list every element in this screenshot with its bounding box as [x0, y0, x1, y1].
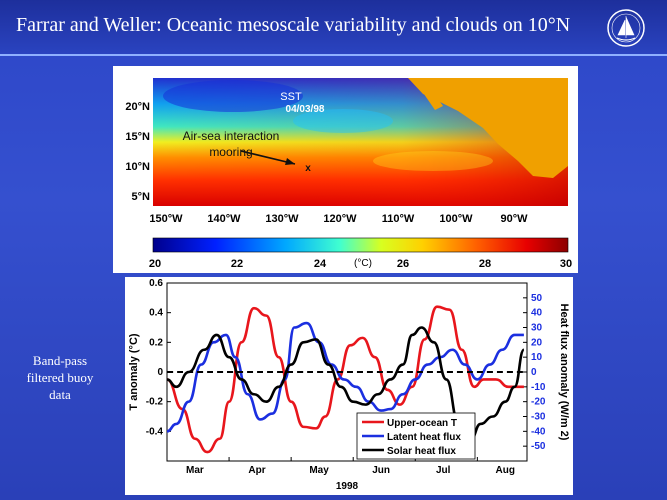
y-right-tick-label: 10 [531, 352, 543, 363]
x-tick-label: Aug [496, 465, 515, 476]
colorbar-tick: 26 [397, 258, 409, 270]
cool-water-blob [293, 109, 393, 133]
lat-label: 5°N [132, 191, 151, 203]
y-right-tick-label: -40 [531, 426, 546, 437]
lat-label: 20°N [125, 101, 150, 113]
colorbar-unit: (°C) [354, 258, 372, 269]
series-line [166, 305, 524, 454]
caption-line: Band-pass [32, 353, 88, 368]
y-left-tick-label: -0.2 [146, 397, 164, 408]
y-right-tick-label: -10 [531, 382, 546, 393]
y-right-tick-label: 50 [531, 293, 543, 304]
sst-colorbar [152, 237, 569, 253]
x-tick-label: Jun [372, 465, 390, 476]
x-tick-label: May [309, 465, 329, 476]
slide-title: Farrar and Weller: Oceanic mesoscale var… [16, 14, 571, 36]
cool-water-blob [163, 80, 303, 112]
legend-label: Latent heat flux [387, 432, 461, 443]
colorbar-tick: 28 [479, 258, 491, 270]
colorbar-tick: 24 [314, 258, 327, 270]
y-left-tick-label: 0.4 [149, 308, 163, 319]
caption-line: filtered buoy [26, 370, 94, 385]
mooring-annotation: mooring [209, 145, 252, 159]
lon-label: 140°W [207, 213, 241, 225]
y-right-tick-label: 30 [531, 323, 543, 334]
sst-map-title: SST [280, 91, 302, 103]
x-tick-label: Apr [248, 465, 265, 476]
series-line [166, 321, 524, 433]
lat-label: 10°N [125, 161, 150, 173]
y-left-tick-label: -0.4 [146, 426, 164, 437]
y-right-tick-label: 40 [531, 308, 543, 319]
legend-label: Upper-ocean T [387, 418, 457, 429]
y-right-axis-label: Heat flux anomaly (W/m 2) [558, 304, 570, 441]
warm-water-blob [373, 151, 493, 171]
sst-map-date: 04/03/98 [286, 104, 325, 115]
mooring-annotation: Air-sea interaction [183, 129, 280, 143]
land-mexico [408, 78, 568, 178]
y-left-tick-label: 0.2 [149, 337, 163, 348]
y-right-tick-label: -20 [531, 397, 546, 408]
header-divider [0, 54, 667, 56]
sst-map-panel: SST 04/03/98 Air-sea interaction mooring… [113, 66, 578, 273]
lon-label: 110°W [382, 213, 415, 225]
mooring-marker: x [305, 163, 311, 174]
y-left-tick-label: 0 [157, 367, 163, 378]
y-right-tick-label: 20 [531, 337, 543, 348]
colorbar-tick: 22 [231, 258, 243, 270]
lon-label: 130°W [265, 213, 299, 225]
y-left-tick-label: 0.6 [149, 278, 163, 289]
x-axis-label: 1998 [336, 481, 359, 492]
lon-label: 120°W [323, 213, 357, 225]
caption-line: data [49, 387, 71, 402]
x-tick-label: Jul [436, 465, 451, 476]
lon-label: 90°W [500, 213, 528, 225]
lon-label: 100°W [439, 213, 473, 225]
institution-seal-icon [607, 9, 645, 47]
buoy-chart-panel: 0.6 0.4 0.2 0 -0.2 -0.4 50 40 30 20 10 0… [125, 277, 573, 495]
slide-header [0, 0, 667, 54]
y-left-axis-label: T anomaly (°C) [128, 333, 140, 410]
lat-label: 15°N [125, 131, 150, 143]
colorbar-tick: 20 [149, 258, 161, 270]
y-right-tick-label: -50 [531, 441, 546, 452]
sst-map: SST 04/03/98 Air-sea interaction mooring… [125, 78, 572, 270]
y-right-tick-label: 0 [531, 367, 537, 378]
arrow-head-icon [285, 158, 295, 165]
land-baja [417, 78, 443, 110]
lon-label: 150°W [149, 213, 183, 225]
y-right-tick-label: -30 [531, 412, 546, 423]
figure-caption: Band-pass filtered buoy data [10, 352, 110, 403]
chart-legend: Upper-ocean T Latent heat flux Solar hea… [356, 412, 476, 460]
legend-label: Solar heat flux [387, 446, 456, 457]
x-tick-label: Mar [186, 465, 204, 476]
colorbar-tick: 30 [560, 258, 572, 270]
buoy-timeseries-chart: 0.6 0.4 0.2 0 -0.2 -0.4 50 40 30 20 10 0… [128, 278, 570, 492]
